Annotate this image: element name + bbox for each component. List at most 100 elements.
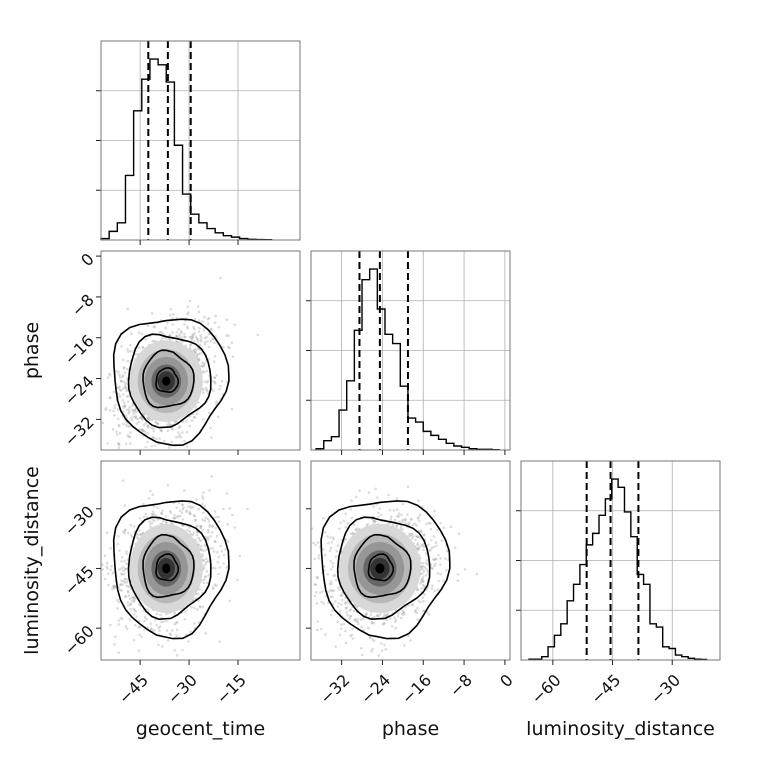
sample-point <box>401 520 404 523</box>
sample-point <box>420 578 424 581</box>
sample-point <box>377 654 381 657</box>
sample-point <box>119 389 123 392</box>
sample-point <box>342 519 346 523</box>
sample-point <box>121 393 125 396</box>
sample-point <box>230 407 234 411</box>
sample-point <box>316 576 320 580</box>
sample-point <box>168 333 172 337</box>
sample-point <box>430 566 433 570</box>
sample-point <box>180 503 184 506</box>
sample-point <box>394 626 398 630</box>
sample-point <box>418 545 422 548</box>
sample-point <box>142 502 145 506</box>
sample-point <box>131 415 135 418</box>
sample-point <box>204 545 207 548</box>
sample-point <box>416 546 420 550</box>
sample-point <box>422 533 426 536</box>
sample-point <box>144 421 147 425</box>
sample-point <box>181 507 185 511</box>
sample-point <box>331 565 335 568</box>
sample-point <box>123 581 127 584</box>
sample-point <box>193 327 196 331</box>
sample-point <box>138 517 142 520</box>
sample-point <box>123 572 126 576</box>
sample-point <box>150 419 154 422</box>
sample-point <box>390 625 394 628</box>
sample-point <box>127 594 131 598</box>
y-tick-label: −32 <box>60 413 97 450</box>
sample-point <box>104 408 108 412</box>
sample-point <box>197 507 201 511</box>
density-level <box>375 563 385 574</box>
sample-point <box>126 601 130 604</box>
sample-point <box>400 616 403 620</box>
x-axis-label-luminosity_distance: luminosity_distance <box>526 718 715 740</box>
sample-point <box>411 535 415 539</box>
sample-point <box>344 525 348 529</box>
sample-point <box>407 635 410 638</box>
sample-point <box>418 536 422 540</box>
sample-point <box>400 612 404 616</box>
sample-point <box>112 409 115 413</box>
sample-point <box>166 423 169 426</box>
sample-point <box>420 565 424 569</box>
sample-point <box>174 621 178 625</box>
sample-point <box>121 398 124 402</box>
sample-point <box>141 346 145 349</box>
sample-point <box>156 506 159 509</box>
sample-point <box>198 326 201 330</box>
sample-point <box>356 620 360 624</box>
sample-point <box>123 404 127 407</box>
sample-point <box>203 343 207 346</box>
sample-point <box>120 567 123 570</box>
sample-point <box>129 431 132 434</box>
sample-point <box>123 386 127 390</box>
sample-point <box>354 495 358 499</box>
sample-point <box>416 535 419 538</box>
sample-point <box>105 531 109 534</box>
sample-point <box>431 567 435 570</box>
sample-point <box>173 513 176 517</box>
sample-point <box>204 386 208 390</box>
sample-point <box>334 578 338 582</box>
sample-point <box>328 582 332 586</box>
sample-point <box>113 643 116 646</box>
sample-point <box>197 310 201 314</box>
sample-point <box>160 620 163 624</box>
sample-point <box>191 333 194 337</box>
sample-point <box>151 435 155 439</box>
sample-point <box>372 622 376 625</box>
sample-point <box>185 420 188 423</box>
sample-point <box>424 574 428 577</box>
sample-point <box>327 590 330 593</box>
sample-point <box>193 606 196 610</box>
sample-point <box>212 337 215 341</box>
sample-point <box>118 376 122 379</box>
sample-point <box>127 412 130 415</box>
y-tick-label: −45 <box>60 562 97 599</box>
sample-point <box>192 350 196 353</box>
sample-point <box>432 535 436 538</box>
sample-point <box>178 433 182 437</box>
sample-point <box>197 358 201 361</box>
x-tick-label: −45 <box>587 670 624 707</box>
sample-point <box>362 617 365 621</box>
density-level <box>162 376 171 386</box>
sample-point <box>121 573 124 576</box>
sample-point <box>382 621 385 625</box>
sample-point <box>123 371 127 375</box>
sample-point <box>124 528 127 532</box>
sample-point <box>377 511 380 515</box>
sample-point <box>336 605 340 608</box>
sample-point <box>199 526 203 529</box>
sample-point <box>117 619 121 622</box>
sample-point <box>153 444 157 447</box>
sample-point <box>349 508 353 511</box>
sample-point <box>396 614 400 618</box>
sample-point <box>446 549 449 553</box>
sample-point <box>149 622 153 626</box>
sample-point <box>399 527 403 530</box>
x-tick-label: −8 <box>446 670 476 700</box>
sample-point <box>419 579 423 583</box>
sample-point <box>344 607 348 610</box>
